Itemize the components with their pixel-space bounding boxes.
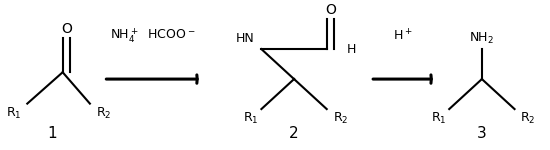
Text: R$_2$: R$_2$ xyxy=(333,111,348,126)
Text: O: O xyxy=(325,3,336,16)
Text: H$^+$: H$^+$ xyxy=(393,28,412,43)
Text: R$_1$: R$_1$ xyxy=(431,111,446,126)
Text: 2: 2 xyxy=(289,126,299,141)
Text: HN: HN xyxy=(236,32,255,45)
Text: NH$_2$: NH$_2$ xyxy=(469,31,494,46)
Text: R$_1$: R$_1$ xyxy=(6,106,21,121)
Text: H: H xyxy=(346,43,356,56)
Text: R$_2$: R$_2$ xyxy=(96,106,111,121)
Text: NH$_4^+$  HCOO$^-$: NH$_4^+$ HCOO$^-$ xyxy=(110,26,195,45)
Text: R$_1$: R$_1$ xyxy=(243,111,258,126)
Text: O: O xyxy=(60,22,72,36)
Text: R$_2$: R$_2$ xyxy=(520,111,536,126)
Text: 3: 3 xyxy=(477,126,487,141)
Text: 1: 1 xyxy=(47,126,57,141)
